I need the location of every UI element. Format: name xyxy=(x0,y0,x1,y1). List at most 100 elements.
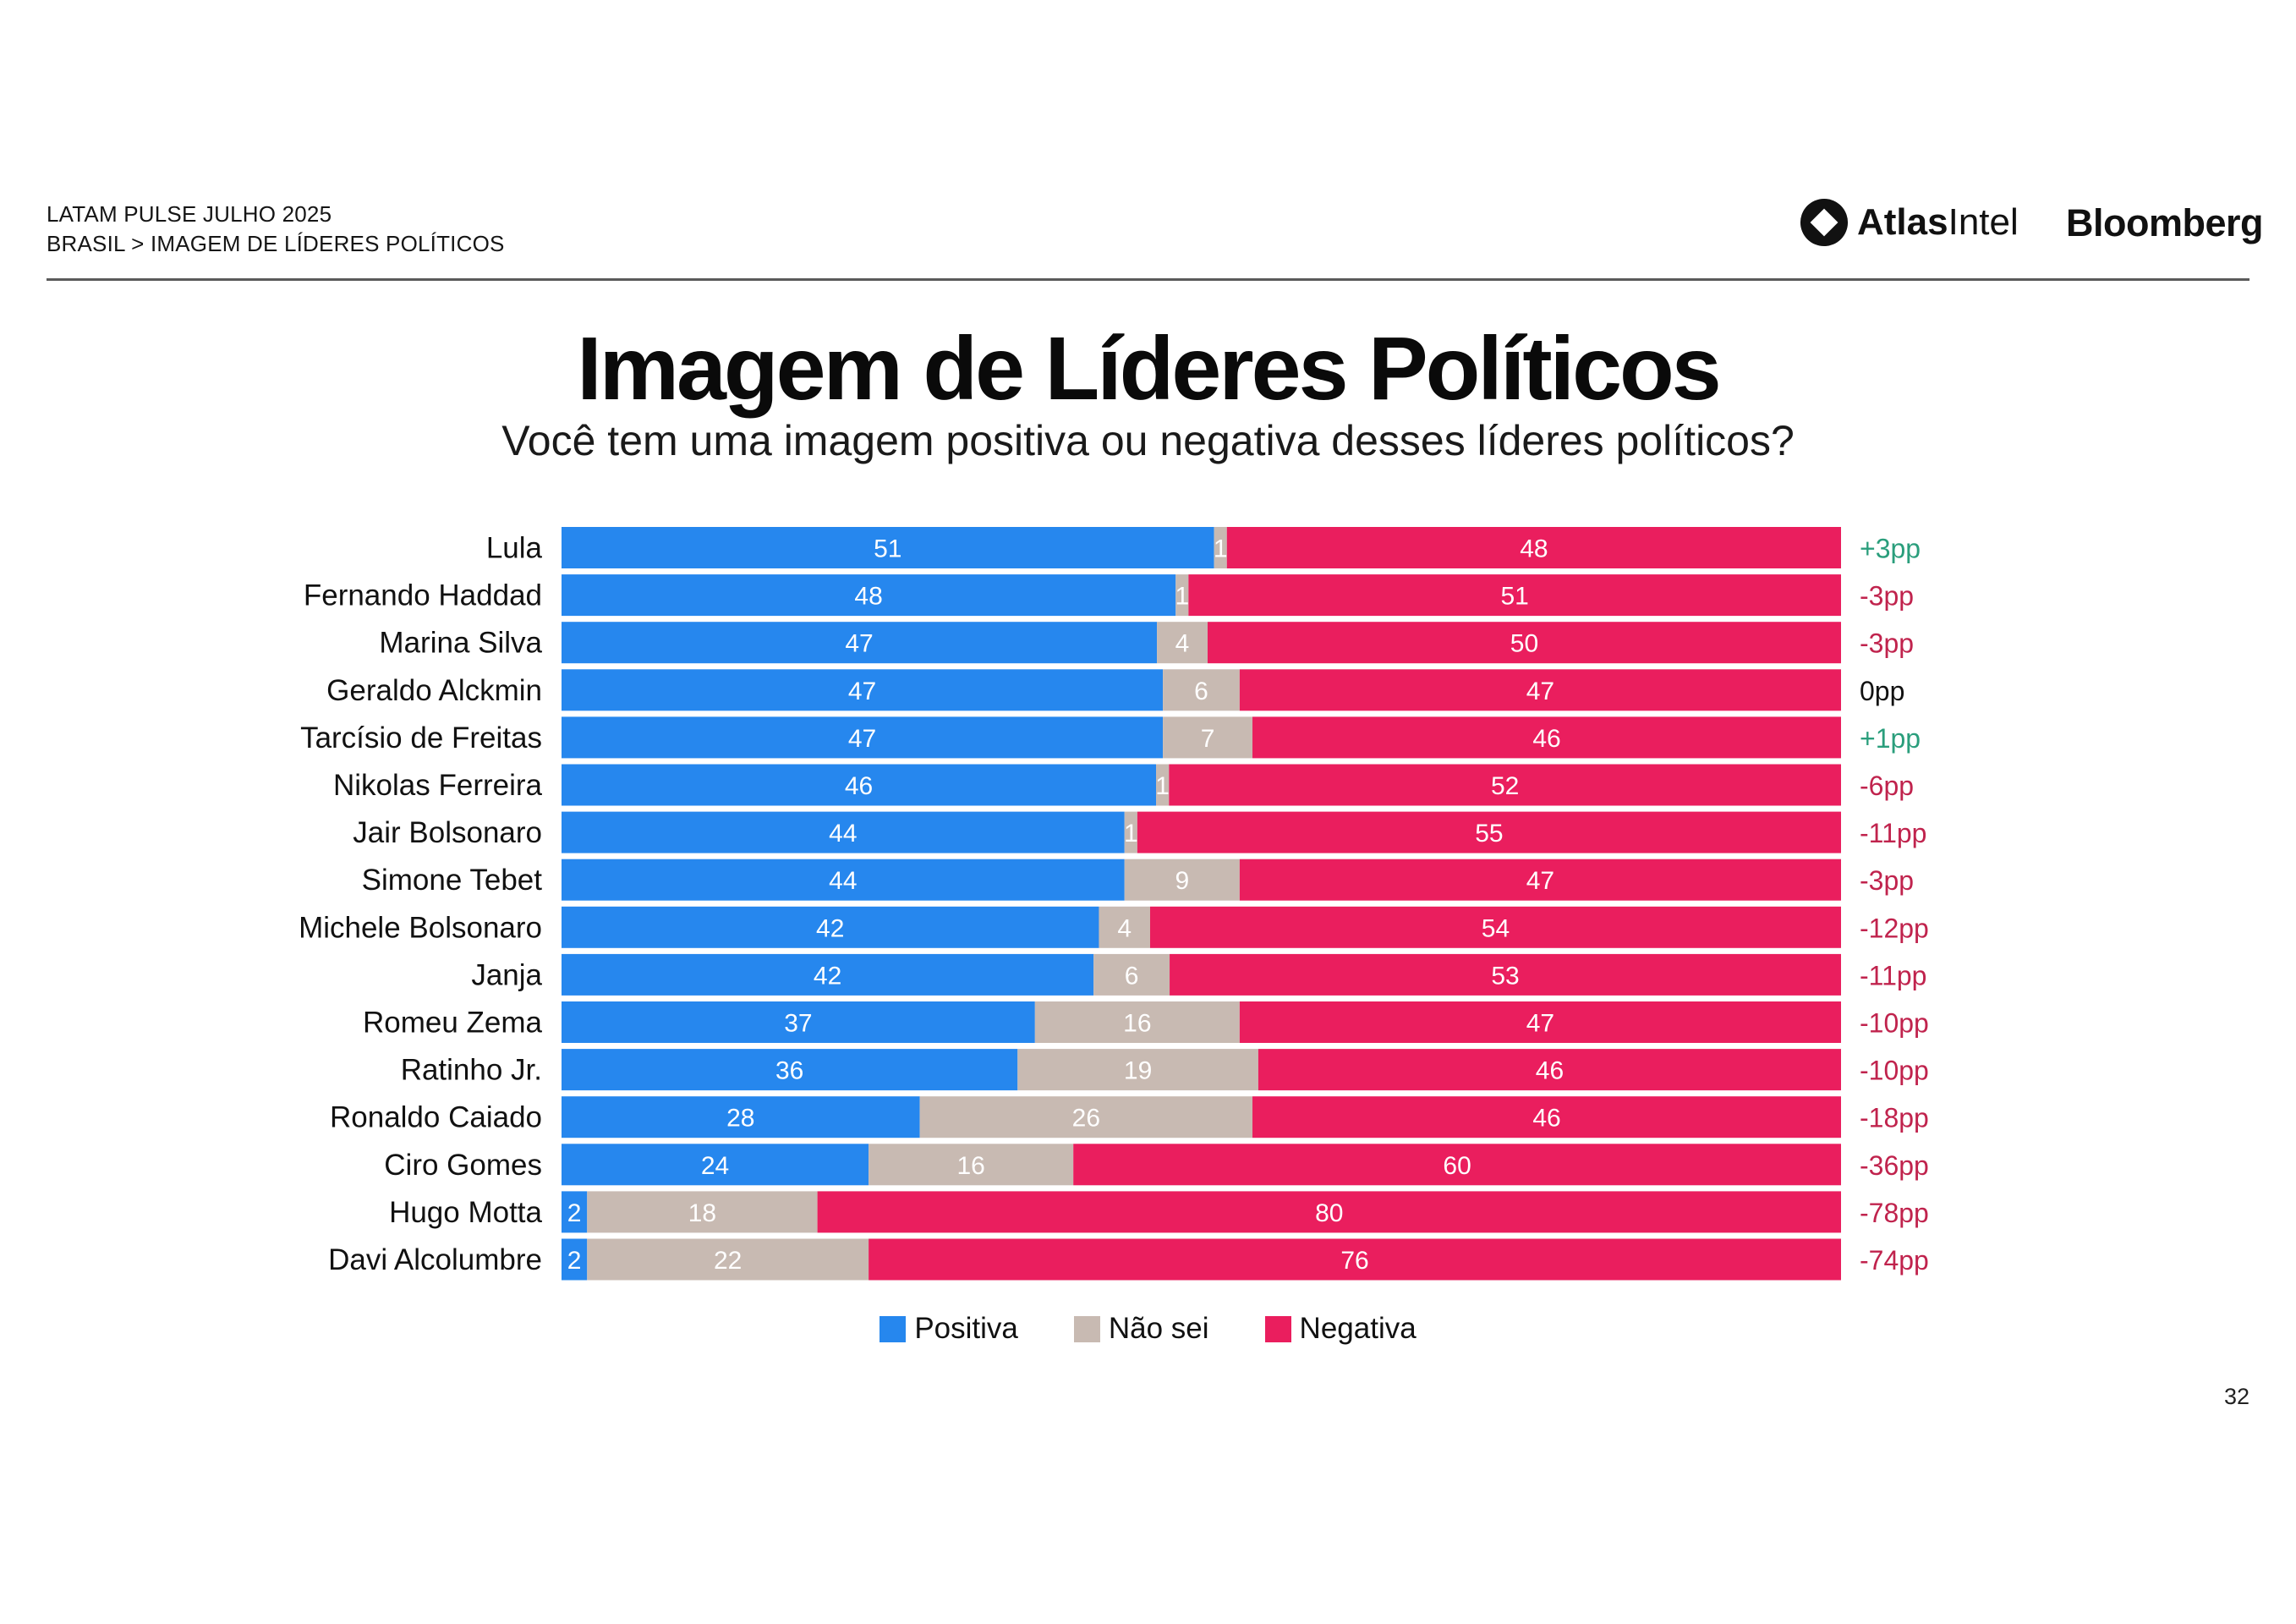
bar-negativa-marina-silva xyxy=(1207,622,1841,664)
data-label-positiva-simone-tebet: 44 xyxy=(829,867,857,895)
page-subtitle: Você tem uma imagem positiva ou negativa… xyxy=(501,417,1795,464)
bar-nao-sei-geraldo-alckmin xyxy=(1163,669,1240,711)
bar-positiva-ciro-gomes xyxy=(562,1144,869,1186)
data-label-nao-sei-simone-tebet: 9 xyxy=(1175,867,1189,895)
data-label-positiva-nikolas-ferreira: 46 xyxy=(845,772,873,800)
legend-label-negativa: Negativa xyxy=(1299,1312,1417,1345)
bar-positiva-hugo-motta xyxy=(562,1191,588,1233)
category-label-lula: Lula xyxy=(486,532,543,565)
bloomberg-logo: Bloomberg xyxy=(2066,201,2264,244)
data-label-positiva-fernando-haddad: 48 xyxy=(854,583,882,611)
legend-label-nao-sei: Não sei xyxy=(1108,1312,1209,1345)
category-label-ratinho-jr: Ratinho Jr. xyxy=(401,1054,542,1087)
bar-negativa-ciro-gomes xyxy=(1073,1144,1841,1186)
legend-label-positiva: Positiva xyxy=(914,1312,1018,1345)
data-label-nao-sei-hugo-motta: 18 xyxy=(688,1199,716,1227)
bar-positiva-jair-bolsonaro xyxy=(562,811,1125,853)
category-label-simone-tebet: Simone Tebet xyxy=(362,864,543,897)
net-label-marina-silva: -3pp xyxy=(1860,628,1914,659)
bar-negativa-jair-bolsonaro xyxy=(1137,811,1841,853)
category-label-jair-bolsonaro: Jair Bolsonaro xyxy=(353,816,542,849)
net-label-ratinho-jr: -10pp xyxy=(1860,1056,1929,1086)
data-label-nao-sei-lula: 1 xyxy=(1214,535,1228,563)
bar-negativa-lula xyxy=(1226,527,1841,568)
bar-negativa-nikolas-ferreira xyxy=(1169,764,1841,806)
data-label-nao-sei-janja: 6 xyxy=(1125,962,1139,990)
net-label-ronaldo-caiado: -18pp xyxy=(1860,1103,1929,1133)
data-label-negativa-lula: 48 xyxy=(1520,535,1548,563)
bar-positiva-ratinho-jr xyxy=(562,1049,1018,1091)
bar-nao-sei-marina-silva xyxy=(1157,622,1208,664)
data-label-positiva-tarcisio-de-freitas: 47 xyxy=(848,725,876,753)
data-label-positiva-lula: 51 xyxy=(874,535,901,563)
bar-nao-sei-fernando-haddad xyxy=(1175,574,1189,617)
data-label-nao-sei-davi-alcolumbre: 22 xyxy=(714,1247,742,1275)
net-label-hugo-motta: -78pp xyxy=(1860,1198,1929,1228)
data-label-nao-sei-fernando-haddad: 1 xyxy=(1175,583,1189,611)
legend-item-positiva: Positiva xyxy=(879,1312,1018,1346)
category-label-geraldo-alckmin: Geraldo Alckmin xyxy=(326,674,542,707)
legend-item-nao-sei: Não sei xyxy=(1073,1312,1209,1346)
bar-negativa-simone-tebet xyxy=(1239,859,1841,901)
report-series-label: LATAM PULSE JULHO 2025 xyxy=(47,201,332,227)
bar-nao-sei-hugo-motta xyxy=(587,1191,818,1233)
category-label-janja: Janja xyxy=(471,958,542,991)
category-label-romeu-zema: Romeu Zema xyxy=(363,1007,543,1040)
data-label-positiva-ratinho-jr: 36 xyxy=(775,1057,803,1085)
bar-nao-sei-ratinho-jr xyxy=(1017,1049,1258,1091)
bar-negativa-ronaldo-caiado xyxy=(1252,1096,1841,1138)
data-label-positiva-marina-silva: 47 xyxy=(845,630,873,658)
data-label-nao-sei-ratinho-jr: 19 xyxy=(1124,1057,1152,1085)
bar-nao-sei-michele-bolsonaro xyxy=(1099,906,1150,948)
bar-nao-sei-tarcisio-de-freitas xyxy=(1163,716,1253,759)
bar-nao-sei-jair-bolsonaro xyxy=(1124,811,1137,853)
legend-swatch-positiva xyxy=(879,1315,907,1342)
data-label-negativa-michele-bolsonaro: 54 xyxy=(1482,914,1510,942)
data-label-nao-sei-ronaldo-caiado: 26 xyxy=(1072,1105,1100,1133)
bar-nao-sei-janja xyxy=(1093,953,1170,996)
bar-positiva-nikolas-ferreira xyxy=(562,764,1157,806)
net-label-romeu-zema: -10pp xyxy=(1860,1008,1929,1039)
data-label-negativa-ratinho-jr: 46 xyxy=(1536,1057,1564,1085)
data-label-positiva-romeu-zema: 37 xyxy=(784,1010,812,1038)
data-label-positiva-hugo-motta: 2 xyxy=(567,1199,582,1227)
bar-positiva-davi-alcolumbre xyxy=(562,1238,588,1281)
bar-nao-sei-simone-tebet xyxy=(1124,859,1240,901)
bar-nao-sei-nikolas-ferreira xyxy=(1156,764,1170,806)
bar-positiva-marina-silva xyxy=(562,622,1158,664)
atlasintel-mark-icon xyxy=(1800,198,1849,247)
net-label-jair-bolsonaro: -11pp xyxy=(1860,818,1926,848)
net-label-ciro-gomes: -36pp xyxy=(1860,1150,1929,1181)
bar-negativa-michele-bolsonaro xyxy=(1149,906,1841,948)
legend-swatch-nao-sei xyxy=(1073,1315,1100,1342)
atlasintel-logo: AtlasIntel xyxy=(1800,198,2019,247)
header-divider xyxy=(47,278,2249,281)
data-label-negativa-tarcisio-de-freitas: 46 xyxy=(1532,725,1560,753)
data-label-negativa-jair-bolsonaro: 55 xyxy=(1475,820,1503,848)
net-label-geraldo-alckmin: 0pp xyxy=(1860,676,1904,706)
data-label-positiva-ronaldo-caiado: 28 xyxy=(726,1105,754,1133)
category-label-hugo-motta: Hugo Motta xyxy=(389,1196,542,1229)
data-label-nao-sei-tarcisio-de-freitas: 7 xyxy=(1201,725,1215,753)
net-label-janja: -11pp xyxy=(1860,960,1926,990)
category-label-ciro-gomes: Ciro Gomes xyxy=(384,1149,542,1182)
data-label-negativa-geraldo-alckmin: 47 xyxy=(1526,678,1554,705)
data-label-negativa-hugo-motta: 80 xyxy=(1315,1199,1343,1227)
data-label-negativa-ciro-gomes: 60 xyxy=(1443,1152,1471,1180)
data-label-nao-sei-geraldo-alckmin: 6 xyxy=(1194,678,1208,705)
net-label-nikolas-ferreira: -6pp xyxy=(1860,771,1914,801)
bar-negativa-fernando-haddad xyxy=(1188,574,1841,617)
net-label-fernando-haddad: -3pp xyxy=(1860,581,1914,612)
bar-negativa-ratinho-jr xyxy=(1258,1049,1841,1091)
bar-positiva-tarcisio-de-freitas xyxy=(562,716,1164,759)
data-label-negativa-davi-alcolumbre: 76 xyxy=(1340,1247,1368,1275)
data-label-negativa-marina-silva: 50 xyxy=(1510,630,1538,658)
data-label-nao-sei-nikolas-ferreira: 1 xyxy=(1155,772,1170,800)
category-label-davi-alcolumbre: Davi Alcolumbre xyxy=(328,1243,542,1276)
data-label-positiva-jair-bolsonaro: 44 xyxy=(829,820,857,848)
net-label-davi-alcolumbre: -74pp xyxy=(1860,1245,1929,1276)
bar-positiva-geraldo-alckmin xyxy=(562,669,1164,711)
page-title: Imagem de Líderes Políticos xyxy=(577,319,1721,419)
chart-legend: Positiva Não sei Negativa xyxy=(0,1312,2296,1346)
